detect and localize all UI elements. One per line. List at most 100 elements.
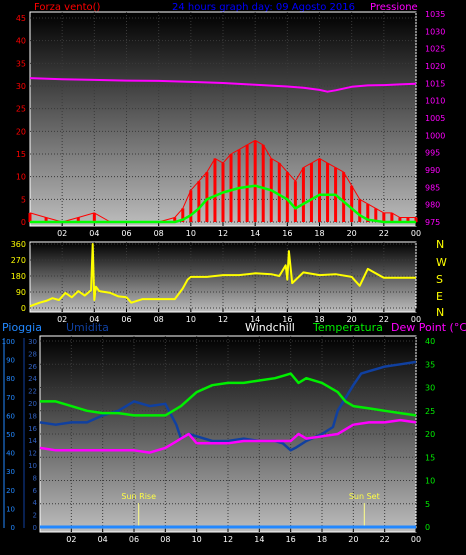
windchill-label: Windchill	[245, 321, 295, 334]
hour-tick-label: 12	[218, 315, 228, 324]
rain-tick-label: 50	[6, 431, 15, 439]
hour-tick-label: 14	[254, 535, 264, 544]
rain-tick-label: 70	[6, 394, 15, 402]
pressure-tick-label: 1015	[425, 79, 445, 88]
humidity-tick-label: 26	[28, 363, 37, 371]
dewpoint-tick-label: 30	[425, 384, 435, 393]
rain-tick-label: 20	[6, 487, 15, 495]
humidity-tick-label: 0	[33, 524, 37, 532]
hour-tick-label: 04	[98, 535, 108, 544]
humidity-tick-label: 22	[28, 388, 37, 396]
humidity-tick-label: 24	[28, 375, 37, 383]
hour-tick-label: 22	[379, 229, 389, 238]
pressure-tick-label: 1010	[425, 97, 445, 106]
hour-tick-label: 02	[57, 315, 67, 324]
wind-speed-tick-label: 15	[16, 150, 26, 159]
direction-axis: 0 90 180 270 360	[11, 240, 26, 313]
hour-tick-label: 18	[317, 535, 327, 544]
hour-tick-label: 16	[286, 535, 296, 544]
hour-tick-label: 12	[218, 229, 228, 238]
compass-letter-e: E	[436, 290, 443, 303]
rain-axis: 0 10 20 30 40 50 60 70 80 90 100	[2, 338, 15, 532]
direction-tick-label: 180	[11, 272, 26, 281]
hour-tick-label: 20	[347, 315, 357, 324]
hour-tick-label: 18	[314, 315, 324, 324]
compass-letter-n-top: N	[436, 238, 444, 251]
dewpoint-tick-label: 0	[425, 523, 430, 532]
humidity-tick-label: 16	[28, 425, 37, 433]
hour-tick-label: 10	[186, 315, 196, 324]
pressure-line	[29, 77, 417, 93]
humidity-tick-label: 28	[28, 350, 37, 358]
dewpoint-line	[39, 418, 417, 454]
wind-speed-label: Forza vento()	[34, 2, 101, 13]
wind-speed-tick-label: 35	[16, 59, 26, 68]
hour-tick-label: 14	[250, 315, 260, 324]
wind-average-line	[30, 184, 416, 224]
panel-2-series	[29, 243, 416, 308]
panel-3-series	[39, 360, 417, 529]
humidity-line	[39, 360, 417, 452]
wind-speed-tick-label: 25	[16, 105, 26, 114]
humidity-tick-label: 14	[28, 437, 37, 445]
wind-direction-line	[29, 243, 416, 308]
direction-tick-label: 270	[11, 256, 26, 265]
direction-tick-label: 360	[11, 240, 26, 249]
rain-tick-label: 10	[6, 505, 15, 513]
panel-1-hour-axis: 02 04 06 08 10 12 14 16 18 20 22 00	[57, 223, 421, 238]
dewpoint-tick-label: 15	[425, 453, 435, 462]
hour-tick-label: 20	[347, 229, 357, 238]
pressure-tick-label: 1005	[425, 114, 445, 123]
hour-tick-label: 22	[379, 315, 389, 324]
compass-letter-n-bottom: N	[436, 306, 444, 319]
hour-tick-label: 12	[223, 535, 233, 544]
dewpoint-tick-label: 5	[425, 500, 430, 509]
wind-speed-tick-label: 0	[21, 218, 26, 227]
wind-speed-tick-label: 10	[16, 173, 26, 182]
rain-label: Pioggia	[2, 321, 42, 334]
compass-letters: N W S E N	[436, 238, 447, 319]
hour-tick-label: 08	[154, 315, 164, 324]
pressure-tick-label: 1030	[425, 27, 445, 36]
temperature-line	[40, 372, 417, 417]
dewpoint-tick-label: 40	[425, 337, 435, 346]
hour-tick-label: 20	[348, 535, 358, 544]
pressure-tick-label: 990	[425, 166, 440, 175]
sun-markers: Sun Rise Sun Set	[121, 492, 380, 526]
humidity-tick-label: 20	[28, 400, 37, 408]
rain-tick-label: 80	[6, 375, 15, 383]
humidity-tick-label: 8	[33, 474, 37, 482]
hour-tick-label: 10	[192, 535, 202, 544]
pressure-tick-label: 1025	[425, 45, 445, 54]
direction-tick-label: 0	[21, 304, 26, 313]
hour-tick-label: 18	[314, 229, 324, 238]
hour-tick-label: 08	[154, 229, 164, 238]
sunset-label: Sun Set	[349, 492, 380, 501]
wind-speed-tick-label: 30	[16, 82, 26, 91]
wind-speed-tick-label: 45	[16, 14, 26, 23]
hour-tick-label: 16	[282, 229, 292, 238]
rain-tick-label: 30	[6, 468, 15, 476]
compass-letter-w: W	[436, 256, 447, 269]
humidity-tick-label: 6	[33, 487, 38, 495]
rain-tick-label: 60	[6, 412, 15, 420]
rain-tick-label: 90	[6, 357, 15, 365]
hour-tick-label: 06	[121, 315, 131, 324]
wind-direction-panel: 0 90 180 270 360 02 04 06 08 10 12 14 16 18 20 22 00 N …	[11, 238, 447, 324]
wind-speed-tick-label: 20	[16, 127, 26, 136]
hour-tick-label: 06	[121, 229, 131, 238]
pressure-axis: 975 980 985 990 995 1000 1005 1010 1015 1020 1025 1…	[425, 10, 445, 227]
hour-tick-label: 14	[250, 229, 260, 238]
pressure-label: Pressione	[370, 2, 418, 13]
pressure-tick-label: 995	[425, 149, 440, 158]
humidity-label: Umidita	[66, 321, 109, 334]
hour-tick-label: 22	[380, 535, 390, 544]
pressure-tick-label: 975	[425, 218, 440, 227]
humidity-tick-label: 4	[33, 499, 38, 507]
chart-title: 24 hours graph day: 09 Agosto 2016	[172, 2, 355, 13]
humidity-tick-label: 10	[28, 462, 37, 470]
pressure-tick-label: 1035	[425, 10, 445, 19]
wind-speed-axis: 0 5 10 15 20 25 30 35 40 45	[16, 14, 26, 227]
